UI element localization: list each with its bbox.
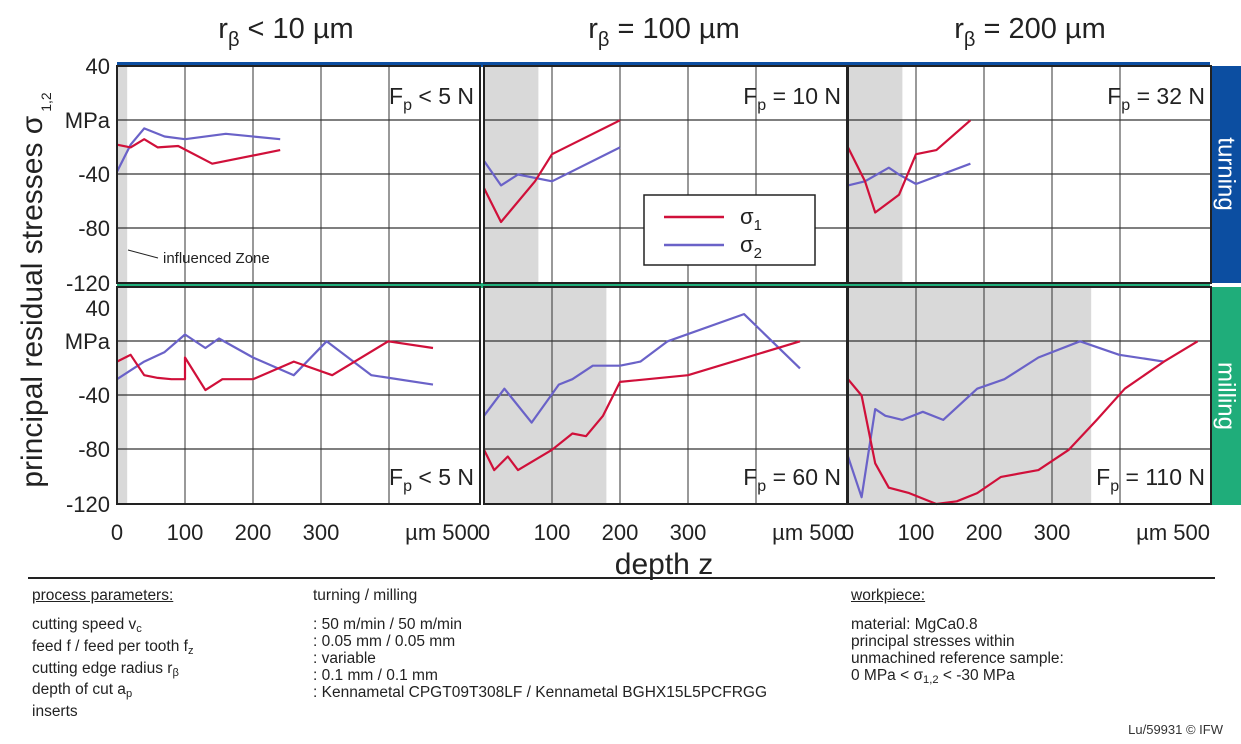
y-tick-label: -120 (66, 492, 110, 517)
x-tick-label: 0 (842, 520, 854, 545)
workpiece-header: workpiece: (851, 587, 926, 604)
panel-milling-0 (116, 286, 481, 505)
x-tick-label: 100 (898, 520, 935, 545)
force-label: Fp < 5 N (389, 464, 474, 495)
workpiece-column: workpiece: material: MgCa0.8 principal st… (851, 587, 1064, 689)
x-tick-label: 0 (478, 520, 490, 545)
x-tick-label: µm 500 (1136, 520, 1210, 545)
panel-turning-2 (847, 65, 1212, 284)
x-tick-label: 0 (111, 520, 123, 545)
legend-label-0: σ1 (740, 204, 762, 234)
param-value-3: : 0.1 mm / 0.1 mm (313, 667, 438, 684)
x-tick-label: µm 500 (405, 520, 479, 545)
y-tick-label: 40 (86, 296, 110, 321)
param-value-4: : Kennametal CPGT09T308LF / Kennametal B… (313, 684, 768, 701)
panel-turning-0 (116, 65, 481, 284)
series-sigma2-line (483, 146, 621, 187)
series-sigma1-line (483, 340, 801, 472)
series-sigma2-line (116, 333, 434, 386)
x-tick-label: µm 500 (772, 520, 846, 545)
y-tick-label: MPa (65, 329, 111, 354)
process-parameters-header: process parameters: (32, 587, 174, 604)
x-tick-label: 300 (303, 520, 340, 545)
y-tick-label: -80 (78, 216, 110, 241)
annotation-leader (127, 249, 159, 259)
column-title-0: rβ < 10 µm (218, 13, 353, 51)
y-tick-label: -40 (78, 162, 110, 187)
force-label: Fp = 60 N (743, 464, 841, 495)
param-value-1: : 0.05 mm / 0.05 mm (313, 633, 456, 650)
influenced-zone-annotation: influenced Zone (163, 250, 270, 267)
panel-milling-2 (846, 286, 1212, 506)
x-tick-label: 200 (966, 520, 1003, 545)
force-label: Fp < 5 N (389, 83, 474, 114)
force-label: Fp = 110 N (1096, 464, 1205, 495)
x-tick-label: 300 (1034, 520, 1071, 545)
legend-box (643, 194, 816, 266)
x-tick-label: 300 (670, 520, 707, 545)
row-bar-turning (1210, 66, 1241, 283)
row-bar-milling (1210, 287, 1241, 505)
param-label-1: feed f / feed per tooth fz (32, 637, 194, 657)
panel-frame (847, 65, 1212, 284)
panel-frame (847, 286, 1212, 505)
turning-top-strip (117, 62, 1210, 67)
milling-top-strip (117, 283, 1210, 288)
y-tick-label: -80 (78, 437, 110, 462)
workpiece-line-0: material: MgCa0.8 (851, 616, 978, 633)
y-axis-title: principal residual stresses σ 1,2 (16, 92, 54, 488)
x-axis-title: depth z (615, 548, 713, 581)
force-label: Fp = 32 N (1107, 83, 1205, 114)
column-title-2: rβ = 200 µm (954, 13, 1106, 51)
x-tick-label: 200 (602, 520, 639, 545)
turning-milling-header: turning / milling (313, 587, 418, 604)
credit-text: Lu/59931 © IFW (1128, 722, 1223, 737)
series-sigma1-line (483, 119, 621, 224)
y-tick-label: 40 (86, 54, 110, 79)
y-tick-label: -120 (66, 271, 110, 296)
x-tick-label: 200 (235, 520, 272, 545)
panel-frame (116, 286, 481, 505)
reference-stress-range: 0 MPa < σ1,2 < -30 MPa (851, 667, 1015, 686)
param-label-2: cutting edge radius rβ (32, 659, 179, 679)
force-label: Fp = 10 N (743, 83, 841, 114)
param-label-0: cutting speed vc (32, 616, 142, 635)
column-title-1: rβ = 100 µm (588, 13, 740, 51)
row-label-milling: milling (1213, 362, 1240, 430)
panel-milling-1 (483, 286, 848, 505)
param-label-4: inserts (32, 703, 78, 721)
x-tick-label: 100 (534, 520, 571, 545)
row-label-turning: turning (1213, 137, 1240, 210)
series-sigma2-line (116, 127, 281, 173)
series-sigma1-line (116, 138, 281, 165)
y-tick-label: MPa (65, 108, 111, 133)
series-sigma2-line (847, 162, 971, 187)
series-sigma2-line (846, 340, 1165, 499)
series-sigma1-line (116, 340, 434, 392)
param-value-2: : variable (313, 650, 376, 667)
series-sigma2-line (483, 313, 801, 424)
workpiece-line-1: principal stresses within (851, 633, 1015, 650)
turning-milling-column: turning / milling : 50 m/min / 50 m/min:… (313, 587, 767, 701)
param-value-0: : 50 m/min / 50 m/min (313, 616, 463, 633)
param-label-3: depth of cut ap (32, 681, 133, 701)
y-tick-label: -40 (78, 383, 110, 408)
legend-label-1: σ2 (740, 232, 762, 262)
series-sigma1-line (847, 119, 972, 214)
x-tick-label: 100 (167, 520, 204, 545)
process-parameters-column: process parameters: cutting speed vc feed… (32, 587, 194, 720)
panel-frame (116, 65, 481, 284)
series-sigma1-line (847, 340, 1199, 506)
workpiece-line-2: unmachined reference sample: (851, 650, 1064, 667)
